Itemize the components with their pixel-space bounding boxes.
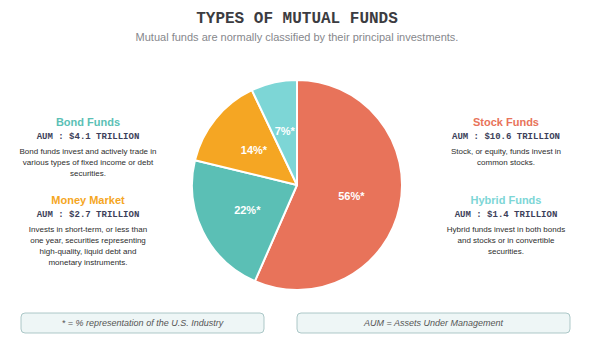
svg-text:high-quality, liquid debt and: high-quality, liquid debt and xyxy=(40,247,137,256)
svg-text:Stock Funds: Stock Funds xyxy=(473,116,539,128)
svg-text:Hybrid funds invest in both bo: Hybrid funds invest in both bonds xyxy=(447,225,565,234)
svg-text:56%*: 56%* xyxy=(338,190,365,202)
svg-text:securities.: securities. xyxy=(488,247,524,256)
svg-text:common stocks.: common stocks. xyxy=(477,158,535,167)
svg-text:7%*: 7%* xyxy=(275,125,296,137)
svg-text:various types of fixed income: various types of fixed income or debt xyxy=(23,158,154,167)
svg-text:Hybrid Funds: Hybrid Funds xyxy=(471,194,542,206)
svg-text:Invests in short-term, or less: Invests in short-term, or less than xyxy=(29,225,147,234)
svg-text:AUM : $2.7 TRILLION: AUM : $2.7 TRILLION xyxy=(37,210,140,220)
svg-text:Stock, or equity, funds invest: Stock, or equity, funds invest in xyxy=(451,147,561,156)
svg-text:AUM = Assets Under Management: AUM = Assets Under Management xyxy=(363,318,503,328)
svg-text:AUM : $1.4 TRILLION: AUM : $1.4 TRILLION xyxy=(455,210,558,220)
svg-text:and stocks or in convertible: and stocks or in convertible xyxy=(458,236,555,245)
svg-text:AUM : $4.1 TRILLION: AUM : $4.1 TRILLION xyxy=(37,132,140,142)
svg-text:Bond funds invest and actively: Bond funds invest and actively trade in xyxy=(20,147,157,156)
svg-text:* = % representation of the U.: * = % representation of the U.S. Industr… xyxy=(62,318,224,328)
svg-text:AUM : $10.6 TRILLION: AUM : $10.6 TRILLION xyxy=(452,132,560,142)
svg-text:Bond Funds: Bond Funds xyxy=(56,116,120,128)
svg-text:one year, securities represent: one year, securities representing xyxy=(30,236,146,245)
svg-text:Mutual funds are normally clas: Mutual funds are normally classified by … xyxy=(136,31,459,43)
svg-text:Money Market: Money Market xyxy=(51,194,125,206)
svg-text:TYPES OF MUTUAL FUNDS: TYPES OF MUTUAL FUNDS xyxy=(196,10,398,28)
svg-text:monetary instruments.: monetary instruments. xyxy=(48,258,127,267)
svg-text:14%*: 14%* xyxy=(241,144,268,156)
svg-text:securities.: securities. xyxy=(70,169,106,178)
svg-text:22%*: 22%* xyxy=(234,204,261,216)
